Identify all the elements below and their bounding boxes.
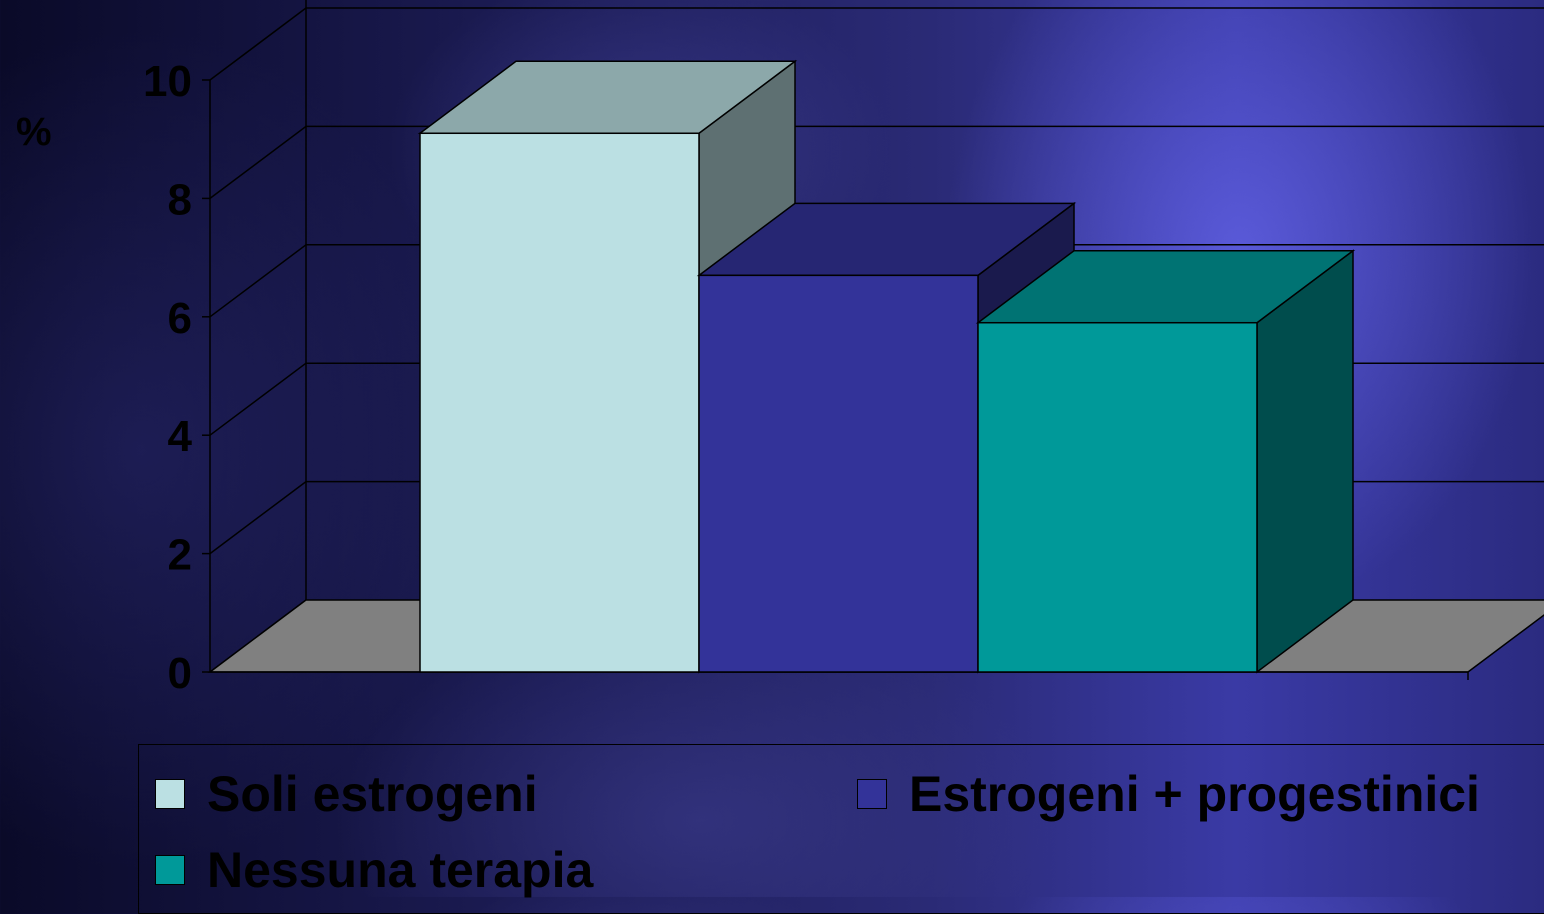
gridline-diagonal-4 (209, 125, 307, 199)
legend-item-estrogeni-progestinici: Estrogeni + progestinici (857, 769, 1480, 819)
y-tick-label-0: 0 (168, 649, 192, 698)
bar-2 (975, 249, 1356, 674)
y-tick-label-4: 8 (168, 175, 192, 224)
legend-label-nessuna-terapia: Nessuna terapia (207, 842, 594, 898)
y-tick-label-1: 2 (168, 531, 192, 580)
legend-item-soli-estrogeni: Soli estrogeni (155, 769, 538, 819)
legend-label-soli-estrogeni: Soli estrogeni (207, 766, 538, 822)
y-tick-label-3: 6 (168, 294, 192, 343)
bar-front-2 (977, 321, 1258, 673)
y-tick-label-5: 10 (143, 57, 192, 106)
gridline-diagonal-1 (209, 481, 307, 555)
legend-swatch-estrogeni-progestinici (857, 779, 887, 809)
y-tick-label-2: 4 (168, 412, 193, 461)
bar-front-1 (698, 274, 979, 673)
gridline-diagonal-2 (209, 362, 307, 436)
chart-bars (417, 59, 1356, 674)
legend-swatch-soli-estrogeni (155, 779, 185, 809)
legend-label-estrogeni-progestinici: Estrogeni + progestinici (909, 766, 1480, 822)
gridline-diagonal-3 (209, 244, 307, 318)
gridline-diagonal-5 (209, 7, 307, 81)
legend-item-nessuna-terapia: Nessuna terapia (155, 845, 593, 895)
bar-side-2 (1256, 249, 1354, 674)
y-axis-label: % (16, 110, 52, 154)
chart-legend: Soli estrogeni Estrogeni + progestinici … (138, 744, 1544, 914)
chart-walls (305, 0, 307, 600)
y-tick-labels: 0 2 4 6 8 10 (143, 57, 192, 698)
legend-swatch-nessuna-terapia (155, 855, 185, 885)
bar-front-0 (419, 132, 700, 673)
